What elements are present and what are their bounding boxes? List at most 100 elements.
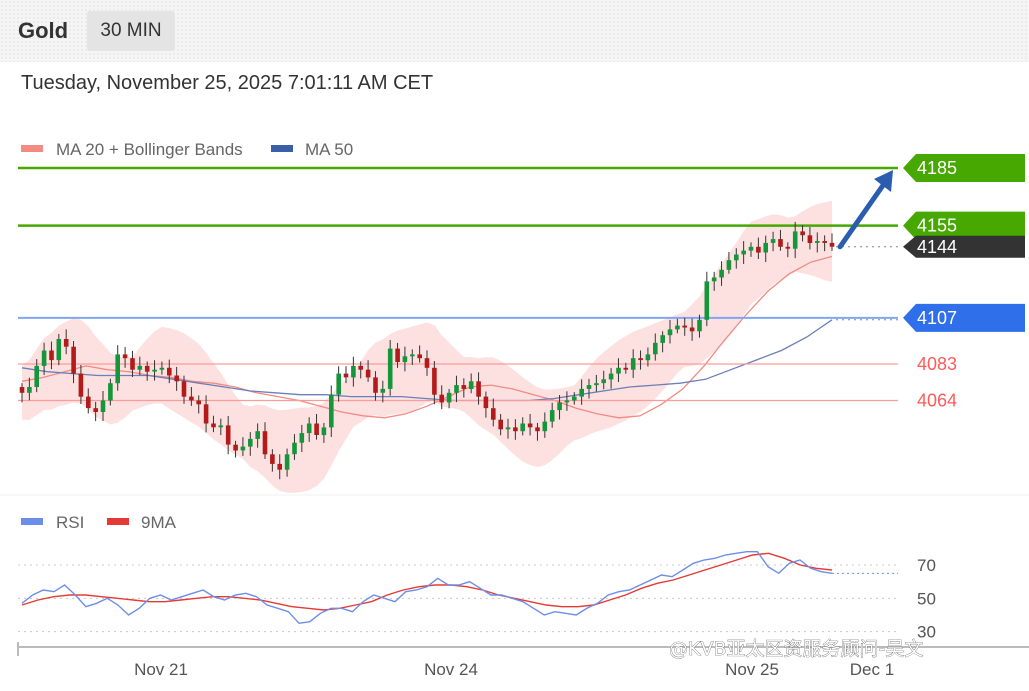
rsi-plot-area: 70 50 30 <box>18 551 936 642</box>
candle-body <box>358 365 363 370</box>
candle-body <box>778 239 783 247</box>
candle-body <box>711 277 717 282</box>
candle-body <box>19 387 25 393</box>
candle-body <box>373 377 378 393</box>
candle-body <box>476 381 481 397</box>
candle-body <box>115 354 120 384</box>
candle-body <box>726 260 732 270</box>
candle-body <box>454 385 459 393</box>
candle-body <box>535 427 540 432</box>
support-price-tag <box>903 303 1025 332</box>
candle-body <box>189 396 194 401</box>
resistance-tag-label: 4185 <box>917 158 957 178</box>
rsi-line <box>21 551 833 625</box>
candle-body <box>196 400 201 405</box>
candle-body <box>56 339 62 361</box>
candle-body <box>432 367 437 395</box>
candle-body <box>277 463 282 470</box>
candle-body <box>439 394 444 403</box>
legend-swatch-ma50 <box>271 145 293 152</box>
candle-body <box>549 410 555 422</box>
legend-label-9ma: 9MA <box>141 513 177 532</box>
watermark-text: @KVB亚太区资服务顾问-吴文 <box>669 638 923 660</box>
candle-body <box>49 350 54 361</box>
candle-body <box>284 454 290 470</box>
x-tick-label: Nov 25 <box>725 660 779 679</box>
candle-body <box>159 367 165 370</box>
chart-header: Gold 30 MIN <box>0 0 1029 62</box>
minor-level-label: 4083 <box>917 354 957 374</box>
current-price-label: 4144 <box>917 237 957 257</box>
candle-body <box>792 231 798 249</box>
bollinger-band-area <box>22 200 832 493</box>
candle-body <box>586 385 592 389</box>
candle-body <box>616 367 621 374</box>
candle-body <box>402 356 408 363</box>
candle-body <box>770 239 776 243</box>
legend-label-rsi: RSI <box>56 513 84 532</box>
candle-body <box>675 325 680 330</box>
candle-body <box>174 375 179 382</box>
candle-body <box>167 367 172 376</box>
candle-body <box>704 281 710 320</box>
ma50-line <box>21 319 833 402</box>
candle-body <box>27 387 32 393</box>
candle-body <box>491 408 496 420</box>
candle-body <box>800 231 805 236</box>
candle-body <box>137 365 143 370</box>
candle-body <box>785 246 791 249</box>
candle-body <box>395 348 400 362</box>
candle-body <box>86 396 91 409</box>
candle-body <box>608 373 614 380</box>
candle-body <box>41 350 47 366</box>
candle-body <box>218 425 224 428</box>
candle-body <box>630 358 636 370</box>
candle-body <box>93 408 98 412</box>
candle-body <box>63 339 69 347</box>
candle-body <box>100 400 106 412</box>
chart-timestamp: Tuesday, November 25, 2025 7:01:11 AM CE… <box>21 72 434 94</box>
resistance-tag-label: 4155 <box>917 216 957 236</box>
candle-body <box>262 431 268 455</box>
candle-body <box>815 241 820 243</box>
candle-body <box>682 325 687 328</box>
candle-body <box>763 242 768 253</box>
projection-arrow-head <box>874 170 893 193</box>
candle-body <box>122 354 128 359</box>
candle-body <box>255 431 260 439</box>
candle-body <box>240 446 246 451</box>
candle-body <box>424 358 430 368</box>
rsi-9ma-line <box>21 552 833 611</box>
legend-label-ma20: MA 20 + Bollinger Bands <box>56 140 243 159</box>
candle-body <box>78 373 84 397</box>
candle-body <box>572 396 577 401</box>
candle-body <box>351 365 356 378</box>
candle-body <box>638 358 643 361</box>
candle-body <box>527 423 533 428</box>
minor-level-label: 4064 <box>917 390 957 410</box>
candle-body <box>130 358 135 370</box>
candle-body <box>306 423 312 434</box>
interval-selector[interactable]: 30 MIN <box>87 11 175 51</box>
candle-body <box>461 385 467 389</box>
instrument-title: Gold <box>18 18 69 43</box>
candle-body <box>741 250 746 255</box>
candle-body <box>498 419 503 430</box>
candle-body <box>336 373 341 395</box>
candle-body <box>660 335 665 343</box>
rsi-level-label: 70 <box>917 556 936 575</box>
rsi-level-label: 30 <box>917 623 936 642</box>
candle-body <box>211 423 216 428</box>
candle-body <box>594 383 599 386</box>
candle-body <box>623 367 629 370</box>
candle-body <box>299 433 305 443</box>
candle-body <box>292 442 297 455</box>
candle-body <box>505 427 511 430</box>
candle-body <box>181 381 187 397</box>
candle-body <box>564 400 570 403</box>
candle-body <box>748 246 754 251</box>
candle-body <box>152 369 157 372</box>
candle-body <box>233 444 238 451</box>
candle-body <box>417 354 422 359</box>
